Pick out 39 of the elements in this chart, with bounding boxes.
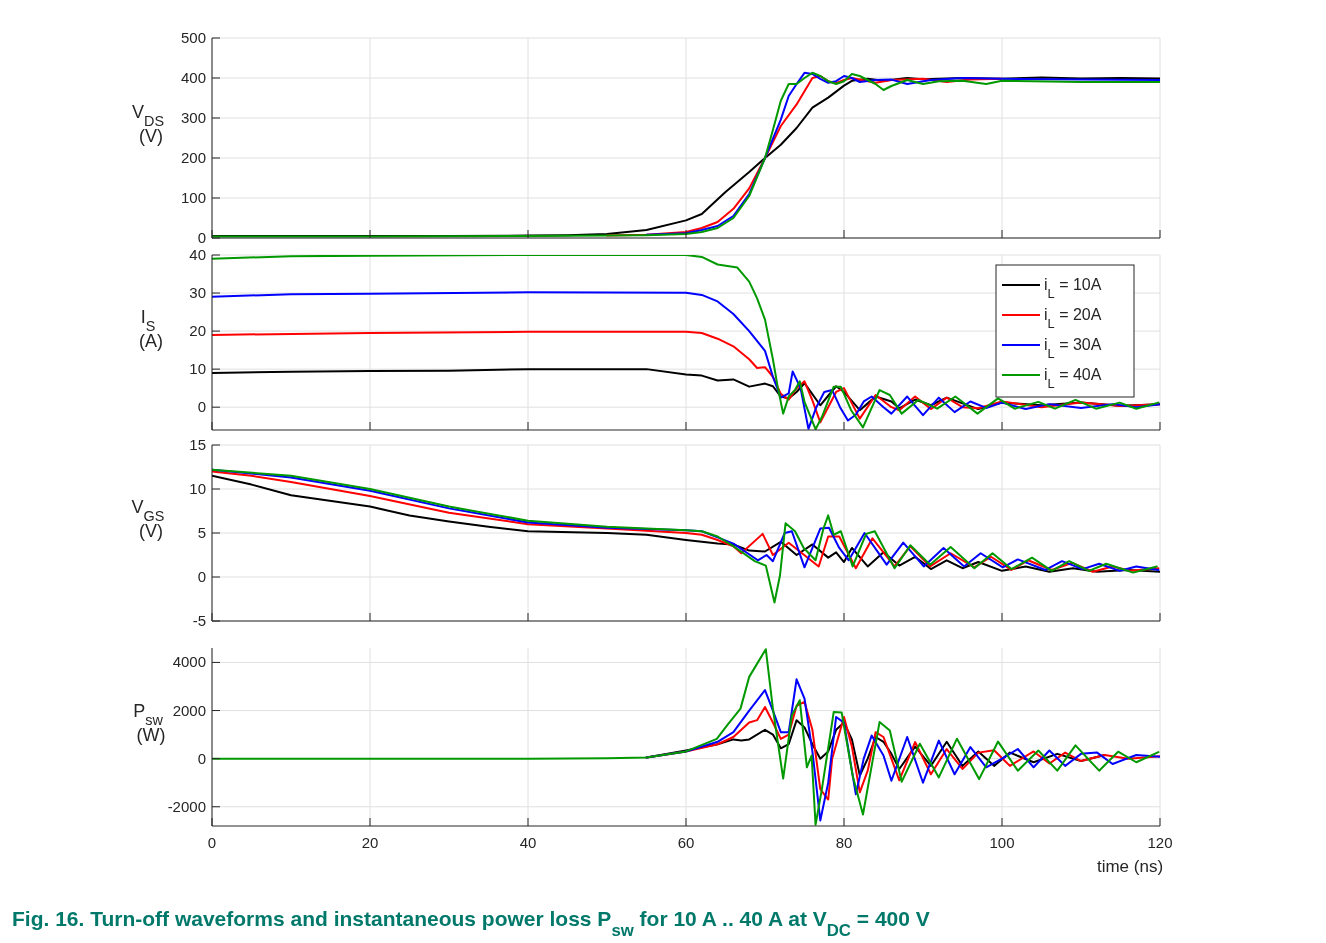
y-axis-title: I$_{S}$ (A): [139, 306, 163, 351]
y-tick-label: 30: [189, 284, 206, 302]
y-tick-label: 10: [189, 480, 206, 497]
y-tick-label: 0: [197, 749, 206, 767]
legend-label: i$_{L}$ = 10A: [1044, 276, 1102, 301]
line-series: [212, 648, 1160, 826]
y-tick-label: 0: [197, 568, 206, 585]
y-tick-label: 2000: [172, 701, 206, 719]
y-tick-label: 100: [180, 189, 206, 206]
y-tick-label: 200: [180, 149, 206, 166]
y-tick-label: 5: [197, 524, 206, 541]
y-tick-label: 500: [180, 29, 206, 46]
line-series: [212, 255, 1160, 430]
x-tick-label: 60: [677, 834, 695, 851]
y-axis-title: V$_{GS}$ (V): [131, 497, 165, 541]
x-tick-label: 40: [519, 834, 537, 851]
x-tick-label: 100: [989, 834, 1015, 851]
y-tick-label: 0: [197, 398, 206, 416]
legend-label: i$_{L}$ = 20A: [1044, 306, 1102, 331]
y-tick-label: 20: [189, 322, 206, 340]
y-axis-title: V$_{DS}$ (V): [131, 102, 165, 146]
x-axis-title: time (ns): [1096, 857, 1164, 876]
y-axis-title: P$_{sw}$ (W): [133, 701, 166, 745]
y-tick-label: 10: [189, 360, 206, 378]
x-tick-label: 20: [361, 834, 379, 851]
y-tick-label: 40: [189, 246, 206, 263]
y-tick-label: 15: [189, 436, 206, 453]
legend-label: i$_{L}$ = 40A: [1044, 366, 1102, 391]
y-tick-label: -5: [192, 612, 206, 629]
line-series: [212, 468, 1158, 604]
x-tick-label: 120: [1147, 834, 1173, 851]
y-tick-label: 300: [180, 109, 206, 126]
x-tick-label: 80: [835, 834, 853, 851]
caption: Fig. 16. Turn-off waveforms and instantaneous power loss P$_{sw}$ for 10 A .. 40 A at V$_{DC}$ = 400 V: [12, 907, 930, 940]
y-tick-label: 4000: [172, 653, 206, 671]
y-tick-label: -2000: [167, 797, 206, 815]
legend-label: i$_{L}$ = 30A: [1044, 336, 1102, 361]
y-tick-label: 400: [180, 69, 206, 86]
y-tick-label: 0: [197, 229, 206, 246]
